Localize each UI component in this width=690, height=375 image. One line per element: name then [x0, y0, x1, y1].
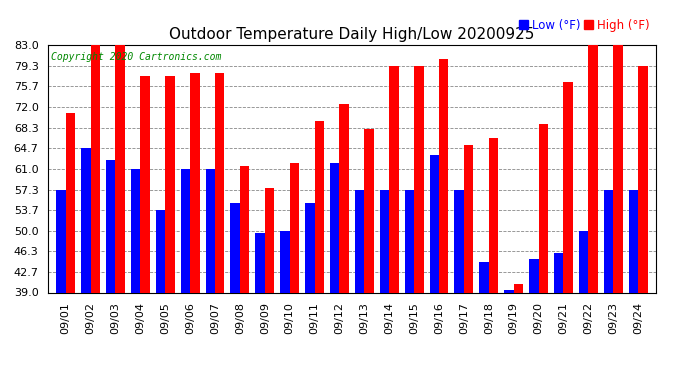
Bar — [156, 210, 166, 292]
Bar — [57, 190, 66, 292]
Bar — [315, 121, 324, 292]
Bar — [430, 154, 439, 292]
Bar — [404, 190, 414, 292]
Text: Copyright 2020 Cartronics.com: Copyright 2020 Cartronics.com — [51, 53, 221, 62]
Bar — [589, 45, 598, 292]
Bar — [255, 233, 265, 292]
Bar — [206, 169, 215, 292]
Bar — [629, 190, 638, 292]
Bar — [464, 145, 473, 292]
Bar — [613, 45, 622, 292]
Bar — [106, 160, 115, 292]
Bar — [513, 284, 523, 292]
Bar — [166, 76, 175, 292]
Bar — [240, 166, 249, 292]
Bar — [380, 190, 389, 292]
Bar — [131, 169, 140, 292]
Bar — [604, 190, 613, 292]
Bar — [579, 231, 589, 292]
Bar — [455, 190, 464, 292]
Title: Outdoor Temperature Daily High/Low 20200925: Outdoor Temperature Daily High/Low 20200… — [169, 27, 535, 42]
Bar — [564, 82, 573, 292]
Bar — [489, 138, 498, 292]
Bar — [355, 190, 364, 292]
Bar — [414, 66, 424, 292]
Bar — [190, 73, 199, 292]
Bar — [330, 163, 339, 292]
Bar — [339, 104, 349, 292]
Bar — [439, 59, 449, 292]
Bar — [115, 45, 125, 292]
Bar — [529, 259, 538, 292]
Bar — [638, 66, 647, 292]
Bar — [364, 129, 374, 292]
Bar — [538, 124, 548, 292]
Bar — [480, 262, 489, 292]
Bar — [305, 202, 315, 292]
Bar — [504, 290, 513, 292]
Bar — [280, 231, 290, 292]
Bar — [181, 169, 190, 292]
Bar — [66, 112, 75, 292]
Legend: Low (°F), High (°F): Low (°F), High (°F) — [519, 19, 649, 32]
Bar — [215, 73, 224, 292]
Bar — [81, 148, 90, 292]
Bar — [554, 253, 564, 292]
Bar — [290, 163, 299, 292]
Bar — [90, 45, 100, 292]
Bar — [389, 66, 399, 292]
Bar — [265, 188, 274, 292]
Bar — [140, 76, 150, 292]
Bar — [230, 202, 240, 292]
